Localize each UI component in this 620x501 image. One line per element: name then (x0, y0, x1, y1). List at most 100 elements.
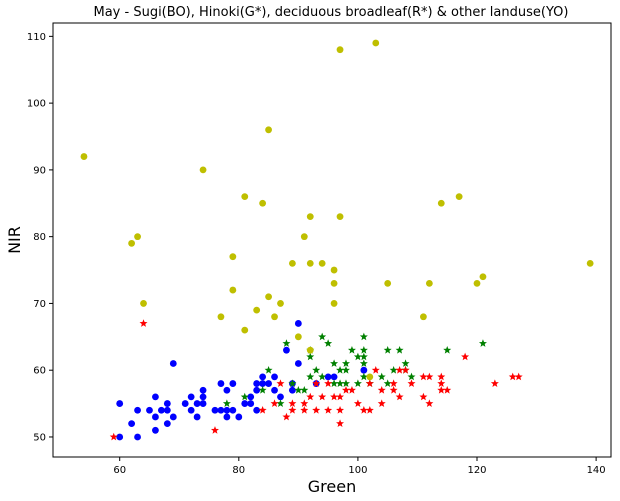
data-point-circle (253, 306, 261, 314)
data-point-star (276, 379, 285, 387)
data-point-star (300, 386, 309, 394)
y-axis-title: NIR (5, 226, 24, 254)
data-point-star (342, 379, 350, 387)
data-point-star (359, 372, 368, 381)
data-point-star (490, 379, 499, 387)
data-point-star (377, 399, 386, 407)
data-point-circle (152, 413, 159, 421)
data-point-star (437, 379, 446, 387)
data-point-star (222, 399, 231, 407)
data-point-circle (306, 213, 314, 221)
data-point-star (365, 406, 374, 414)
data-point-star (312, 366, 321, 374)
data-point-star (210, 426, 219, 434)
data-point-star (389, 379, 398, 387)
data-point-star (306, 392, 315, 401)
data-point-circle (271, 313, 278, 321)
data-point-circle (199, 166, 207, 174)
data-point-star (371, 366, 380, 374)
data-point-circle (437, 199, 445, 207)
data-point-circle (134, 433, 141, 441)
data-point-circle (163, 400, 171, 407)
data-point-star (365, 379, 374, 387)
data-point-star (306, 372, 315, 381)
data-point-circle (330, 280, 338, 287)
data-point-circle (294, 333, 302, 341)
data-point-circle (259, 373, 267, 381)
data-point-star (324, 406, 333, 414)
data-point-star (324, 379, 333, 387)
data-point-star (514, 372, 523, 381)
data-point-circle (330, 266, 338, 274)
y-tick-label: 70 (33, 299, 46, 310)
data-point-circle (163, 406, 171, 414)
y-tick-label: 50 (33, 432, 46, 443)
data-point-star (395, 366, 404, 374)
data-point-star (419, 372, 428, 381)
data-point-star (258, 386, 267, 394)
data-point-star (353, 399, 362, 407)
data-point-circle (265, 126, 272, 134)
data-point-circle (318, 259, 326, 267)
chart-title: May - Sugi(BO), Hinoki(G*), deciduous br… (94, 5, 569, 20)
data-point-circle (217, 406, 225, 414)
data-point-circle (116, 433, 124, 441)
x-axis-title: Green (308, 477, 356, 496)
data-point-star (383, 345, 392, 354)
data-point-circle (259, 380, 267, 387)
data-point-circle (241, 400, 249, 407)
x-tick-label: 120 (467, 465, 486, 476)
data-point-star (300, 406, 309, 414)
plot-frame (52, 22, 612, 458)
data-point-circle (134, 406, 141, 414)
x-tick-label: 100 (348, 465, 367, 476)
data-point-circle (336, 213, 344, 221)
data-point-star (336, 366, 345, 374)
data-point-circle (187, 406, 195, 414)
data-point-circle (146, 406, 153, 414)
data-point-star (288, 379, 297, 387)
data-point-circle (116, 400, 124, 407)
data-point-star (353, 352, 362, 361)
data-point-circle (193, 413, 201, 421)
data-point-star (407, 372, 416, 381)
data-point-circle (330, 373, 338, 381)
data-point-star (359, 345, 368, 354)
data-point-star (359, 352, 368, 361)
data-point-circle (271, 373, 278, 381)
data-point-circle (455, 193, 463, 201)
data-point-circle (229, 253, 237, 261)
data-point-star (324, 339, 333, 347)
data-point-circle (169, 413, 177, 421)
data-point-star (300, 399, 309, 407)
data-point-star (330, 392, 339, 401)
data-point-circle (223, 413, 231, 421)
data-point-circle (229, 380, 237, 387)
data-point-circle (324, 373, 332, 381)
data-point-circle (336, 46, 344, 54)
data-point-circle (384, 280, 392, 287)
data-point-star (318, 392, 327, 401)
data-point-star (383, 379, 392, 387)
data-point-circle (229, 286, 237, 294)
data-point-star (359, 332, 368, 341)
data-point-star (139, 319, 148, 327)
y-tick-label: 80 (33, 232, 46, 243)
data-point-circle (277, 393, 284, 401)
data-point-circle (211, 406, 219, 414)
data-point-star (342, 386, 350, 394)
data-point-star (294, 386, 303, 394)
data-point-star (425, 372, 434, 381)
x-tick-label: 80 (232, 465, 245, 476)
data-point-circle (283, 346, 290, 354)
data-point-star (270, 399, 279, 407)
data-point-star (276, 399, 285, 407)
x-tick-label: 140 (587, 465, 606, 476)
data-point-circle (181, 400, 189, 407)
data-point-circle (253, 406, 261, 414)
data-point-circle (253, 386, 261, 394)
y-tick-label: 110 (27, 32, 46, 43)
data-point-star (264, 366, 273, 374)
data-point-star (377, 372, 386, 381)
data-point-star (306, 352, 315, 361)
